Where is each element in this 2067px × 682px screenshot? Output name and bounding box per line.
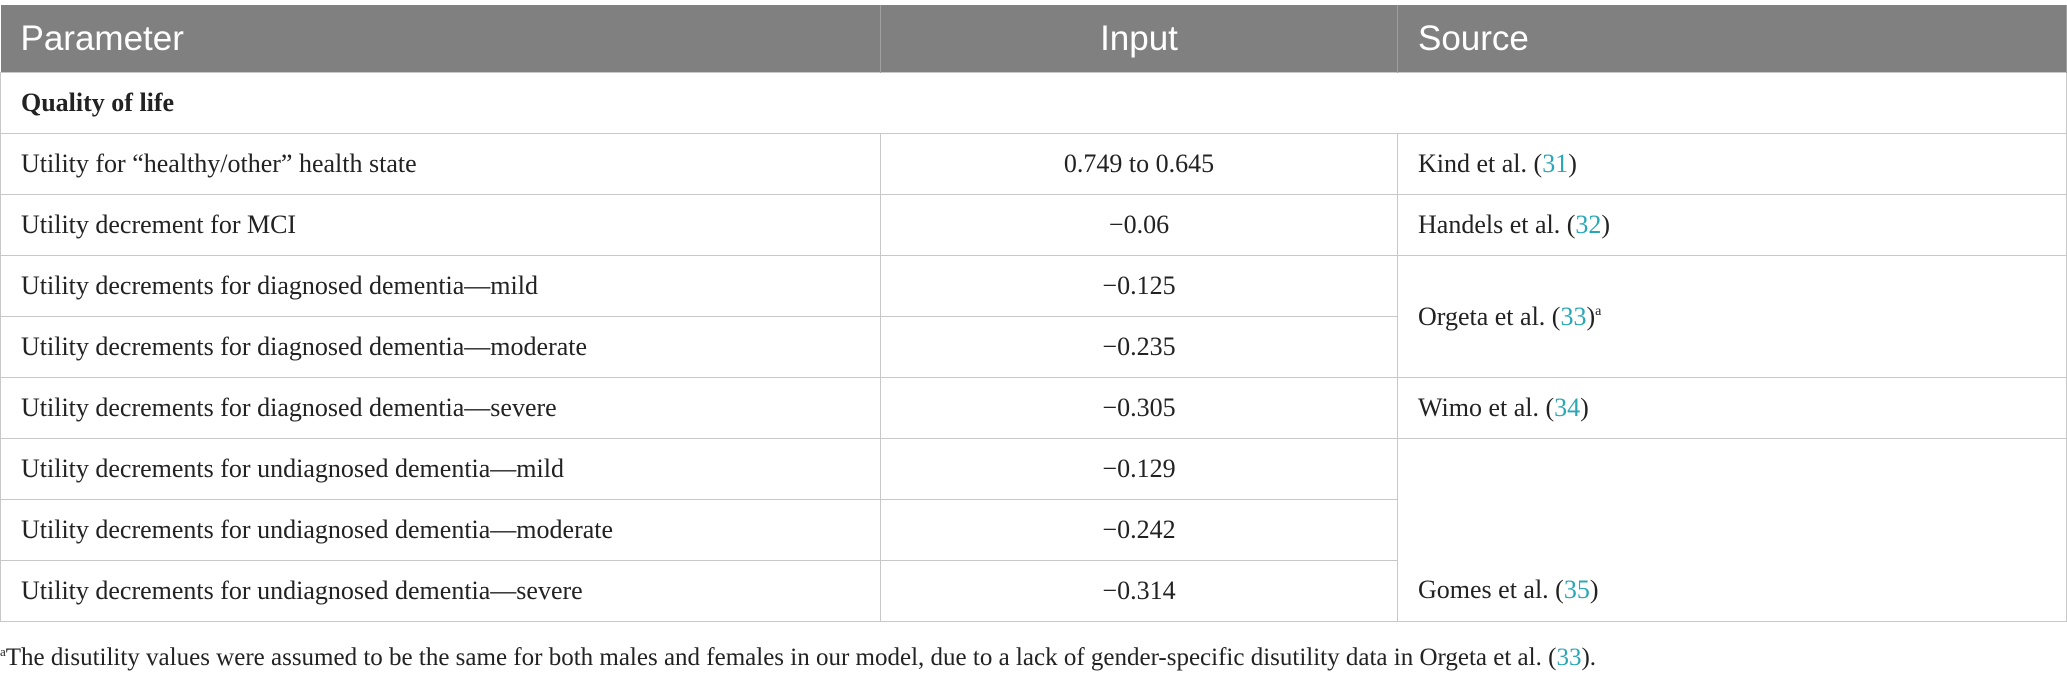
table-row: Utility decrements for undiagnosed demen… [0,438,2067,622]
section-row: Quality of life [0,72,2067,134]
table-row: Utility decrements for diagnosed dementi… [0,377,2067,439]
citation[interactable]: 33 [1556,644,1582,671]
table-row: Utility decrements for undiagnosed demen… [0,560,2067,622]
source-author: Orgeta et al. ( [1418,301,1561,331]
citation[interactable]: 34 [1554,393,1581,422]
input-cell: −0.314 [880,560,1398,622]
parameter-table: Parameter Input Source Quality of life U… [0,5,2067,622]
input-cell: −0.125 [880,255,1398,317]
input-cell: −0.129 [880,438,1398,500]
input-cell: −0.06 [880,194,1398,256]
source-cell: Kind et al. (31) [1397,133,2067,195]
citation[interactable]: 33 [1560,301,1587,331]
parameter-cell: Utility decrements for diagnosed dementi… [0,377,881,439]
table-row: Utility for “healthy/other” health state… [0,133,2067,195]
header-cell: Source [1397,5,2067,73]
citation[interactable]: 35 [1563,575,1590,604]
source-close: ) [1601,210,1611,239]
source-cell: Handels et al. (32) [1397,194,2067,256]
header-cell: Input [880,5,1398,73]
input-cell: −0.235 [880,316,1398,378]
table-row: Utility decrement for MCI −0.06 Handels et… [0,194,2067,256]
source-cell: Orgeta et al. (33)a [1397,255,2067,378]
footnote-mark: a [1595,303,1602,319]
input-cell: −0.242 [880,499,1398,561]
parameter-cell: Utility decrements for diagnosed dementi… [0,255,881,317]
header-cell: Parameter [0,5,881,73]
parameter-cell: Utility for “healthy/other” health state [0,133,881,195]
source-author: Kind et al. ( [1418,149,1543,178]
footnote-text: The disutility values were assumed to be… [5,644,1557,671]
parameter-cell: Utility decrement for MCI [0,194,881,256]
citation[interactable]: 31 [1542,149,1569,178]
input-cell: 0.749 to 0.645 [880,133,1398,195]
footnote-text: ). [1581,644,1597,671]
parameter-cell: Utility decrements for undiagnosed demen… [0,438,881,500]
parameter-cell: Utility decrements for undiagnosed demen… [0,499,881,561]
parameter-cell: Utility decrements for undiagnosed demen… [0,560,881,622]
source-close: ) [1589,575,1599,604]
source-close: ) [1580,393,1589,422]
source-author: Handels et al. ( [1418,210,1576,239]
table-row: Utility decrements for diagnosed dementi… [0,255,2067,378]
source-cell: Wimo et al. (34) [1397,377,2067,439]
source-cell: Gomes et al. (35) [1397,438,2067,622]
header-row: Parameter Input Source [0,5,2067,73]
section-title: Quality of life [0,72,2067,134]
source-close: ) [1568,149,1577,178]
source-author: Wimo et al. ( [1418,393,1555,422]
input-cell: −0.305 [880,377,1398,439]
table-row: Utility decrements for diagnosed dementi… [0,316,2067,378]
source-close: ) [1586,301,1596,331]
parameter-cell: Utility decrements for diagnosed dementi… [0,316,881,378]
footnote: aThe disutility values were assumed to b… [0,644,1596,672]
source-author: Gomes et al. ( [1418,575,1564,604]
citation[interactable]: 32 [1575,210,1602,239]
footnote-mark: a [0,644,6,659]
